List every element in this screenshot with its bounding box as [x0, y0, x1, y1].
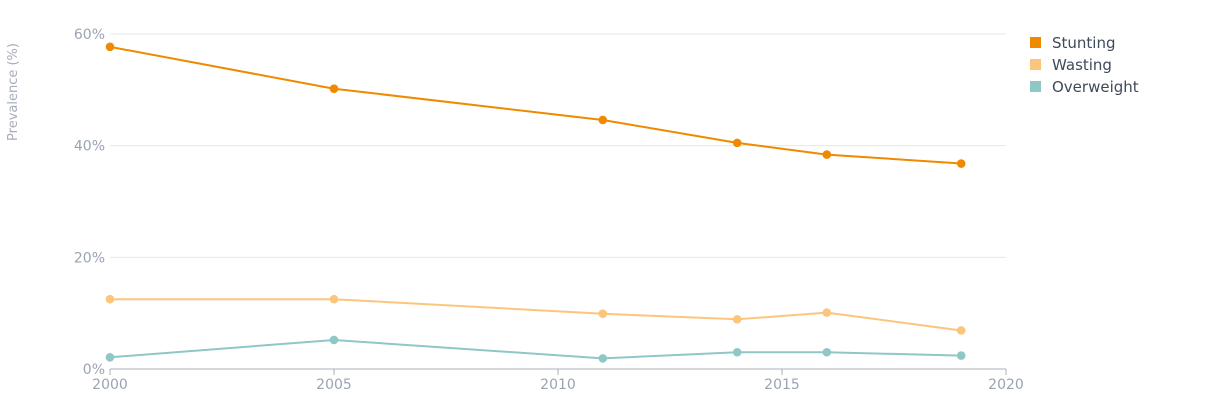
point-wasting-2016[interactable] — [822, 308, 832, 317]
point-wasting-2011[interactable] — [598, 309, 608, 319]
x-tick-label-2020: 2020 — [988, 377, 1024, 393]
series-stunting — [105, 42, 966, 168]
legend-swatch-overweight — [1030, 81, 1041, 92]
line-overweight — [109, 338, 963, 360]
point-stunting-2005[interactable] — [329, 84, 339, 94]
axes: 0% 20% 40% 60% 2000 2005 2010 2015 2020 Prevalenc… — [6, 27, 1024, 393]
line-wasting — [109, 298, 963, 332]
x-tick-label-2000: 2000 — [92, 377, 128, 393]
point-overweight-2005[interactable] — [329, 335, 339, 345]
x-tick-label-2015: 2015 — [764, 377, 800, 393]
legend-swatch-stunting — [1030, 37, 1041, 48]
legend-label-wasting: Wasting — [1052, 56, 1112, 74]
point-wasting-2005[interactable] — [329, 294, 339, 304]
x-tick-label-2005: 2005 — [316, 377, 352, 393]
legend-swatch-wasting — [1030, 59, 1041, 70]
y-tick-label-20: 20% — [74, 250, 105, 266]
point-overweight-2000[interactable] — [105, 352, 115, 362]
point-overweight-2014[interactable] — [732, 347, 742, 357]
point-stunting-2014[interactable] — [732, 138, 742, 148]
point-stunting-2016[interactable] — [822, 150, 832, 159]
point-wasting-2014[interactable] — [732, 315, 742, 324]
point-overweight-2011[interactable] — [598, 354, 608, 363]
point-stunting-2019[interactable] — [956, 159, 966, 168]
point-wasting-2000[interactable] — [105, 294, 115, 304]
legend-item-stunting[interactable]: Stunting — [1030, 34, 1116, 52]
x-tick-label-2010: 2010 — [540, 377, 576, 393]
legend-item-overweight[interactable]: Overweight — [1030, 78, 1139, 96]
point-overweight-2016[interactable] — [822, 347, 832, 357]
series-wasting — [105, 294, 966, 335]
legend-label-stunting: Stunting — [1052, 34, 1116, 52]
legend: Stunting Wasting Overweight — [1030, 34, 1139, 96]
legend-label-overweight: Overweight — [1052, 78, 1139, 96]
legend-item-wasting[interactable]: Wasting — [1030, 56, 1112, 74]
line-stunting — [109, 45, 963, 165]
point-stunting-2011[interactable] — [598, 115, 608, 125]
y-axis-title: Prevalence (%) — [6, 43, 21, 141]
y-tick-label-60: 60% — [74, 27, 105, 43]
y-tick-label-40: 40% — [74, 139, 105, 155]
series-overweight — [105, 335, 966, 363]
point-stunting-2000[interactable] — [105, 42, 115, 52]
y-tick-label-0: 0% — [83, 362, 105, 378]
point-overweight-2019[interactable] — [956, 351, 966, 360]
gridlines — [110, 33, 1006, 258]
series-lines — [105, 42, 966, 363]
point-wasting-2019[interactable] — [956, 326, 966, 335]
